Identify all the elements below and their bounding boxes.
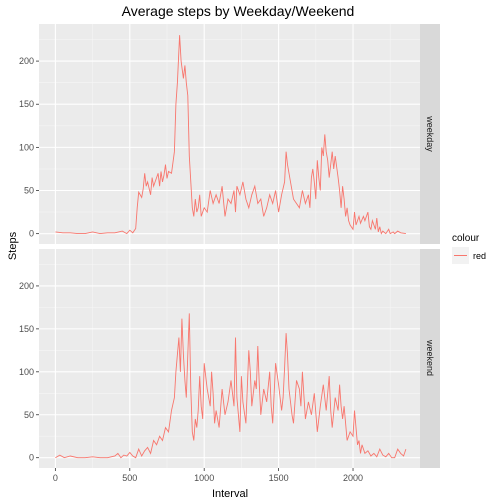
y-tick-label: 50 [24, 410, 34, 420]
gridlines-weekday [39, 24, 420, 244]
y-tick-label: 0 [29, 229, 34, 239]
series-line-weekend [55, 313, 407, 459]
x-axis-title: Interval [212, 488, 248, 500]
y-tick-label: 150 [19, 324, 34, 334]
y-tick-label: 0 [29, 453, 34, 463]
gridlines-weekend [39, 249, 420, 468]
x-tick-label: 0 [53, 473, 58, 483]
y-tick-label: 150 [19, 99, 34, 109]
y-tick-label: 200 [19, 281, 34, 291]
facet-strip-label-weekend: weekend [425, 339, 435, 376]
y-axis-weekend: 0 50 100 150 200 [19, 281, 39, 463]
panel-background-weekend [39, 249, 420, 468]
panel-weekend: 0 50 100 150 200 weekend [19, 249, 440, 468]
x-tick-label: 2000 [343, 473, 363, 483]
legend-label: red [473, 251, 486, 261]
x-axis: 0 500 1000 1500 2000 [53, 468, 363, 483]
panel-weekday: 0 50 100 150 200 weekday [19, 24, 440, 244]
x-tick-label: 1500 [269, 473, 289, 483]
facet-strip-weekday [420, 24, 440, 244]
y-tick-label: 100 [19, 142, 34, 152]
series-line-weekday [55, 35, 406, 235]
legend: colour red [452, 233, 486, 264]
y-tick-label: 100 [19, 367, 34, 377]
y-tick-label: 200 [19, 56, 34, 66]
chart-title: Average steps by Weekday/Weekend [122, 3, 355, 19]
facet-strip-weekend [420, 249, 440, 468]
panel-background-weekday [39, 24, 420, 244]
facet-strip-label-weekday: weekday [425, 115, 435, 152]
x-tick-label: 500 [122, 473, 137, 483]
x-tick-label: 1000 [194, 473, 214, 483]
y-axis-title: Steps [7, 231, 19, 260]
legend-title: colour [452, 233, 480, 244]
y-tick-label: 50 [24, 186, 34, 196]
y-axis-weekday: 0 50 100 150 200 [19, 56, 39, 239]
